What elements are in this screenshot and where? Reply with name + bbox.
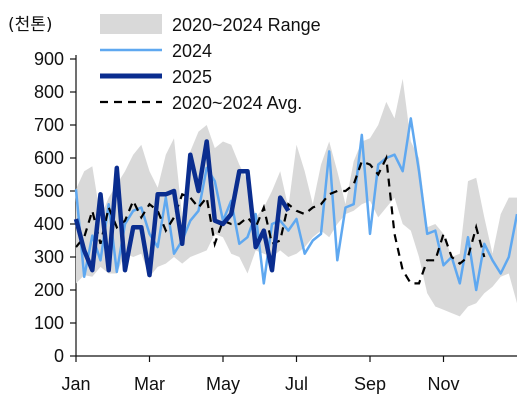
y-tick-label: 100 bbox=[34, 313, 64, 333]
y-tick-label: 500 bbox=[34, 181, 64, 201]
x-axis: Jan Mar May Jul Sep Nov bbox=[61, 355, 517, 394]
y-axis: 0 100 200 300 400 500 600 700 800 900 bbox=[34, 49, 77, 366]
y-tick-label: 300 bbox=[34, 247, 64, 267]
y-tick-label: 900 bbox=[34, 49, 64, 69]
legend-avg-label: 2020~2024 Avg. bbox=[172, 93, 302, 113]
legend-range-label: 2020~2024 Range bbox=[172, 15, 321, 35]
y-tick-label: 200 bbox=[34, 280, 64, 300]
y-tick-label: 400 bbox=[34, 214, 64, 234]
y-tick-group: 0 100 200 300 400 500 600 700 800 900 bbox=[34, 49, 76, 366]
legend-range-swatch bbox=[100, 14, 162, 34]
series-avg-line bbox=[75, 154, 486, 285]
x-tick-label: Sep bbox=[354, 374, 386, 394]
y-tick-label: 800 bbox=[34, 82, 64, 102]
x-tick-label: Jul bbox=[285, 374, 308, 394]
series-2024-line bbox=[74, 117, 517, 292]
x-tick-label: May bbox=[206, 374, 240, 394]
legend-2025-label: 2025 bbox=[172, 67, 212, 87]
x-tick-label: Nov bbox=[427, 374, 459, 394]
x-tick-label: Jan bbox=[61, 374, 90, 394]
series-2025-line bbox=[73, 139, 291, 278]
x-tick-group: Jan Mar May Jul Sep Nov bbox=[61, 356, 460, 394]
legend: 2020~2024 Range 2024 2025 2020~2024 Avg. bbox=[100, 14, 321, 113]
range-band-area bbox=[76, 78, 517, 317]
x-tick-label: Mar bbox=[134, 374, 165, 394]
y-tick-label: 0 bbox=[54, 346, 64, 366]
legend-2024-label: 2024 bbox=[172, 41, 212, 61]
unit-label: (천톤) bbox=[8, 15, 53, 35]
y-tick-label: 600 bbox=[34, 148, 64, 168]
y-tick-label: 700 bbox=[34, 115, 64, 135]
